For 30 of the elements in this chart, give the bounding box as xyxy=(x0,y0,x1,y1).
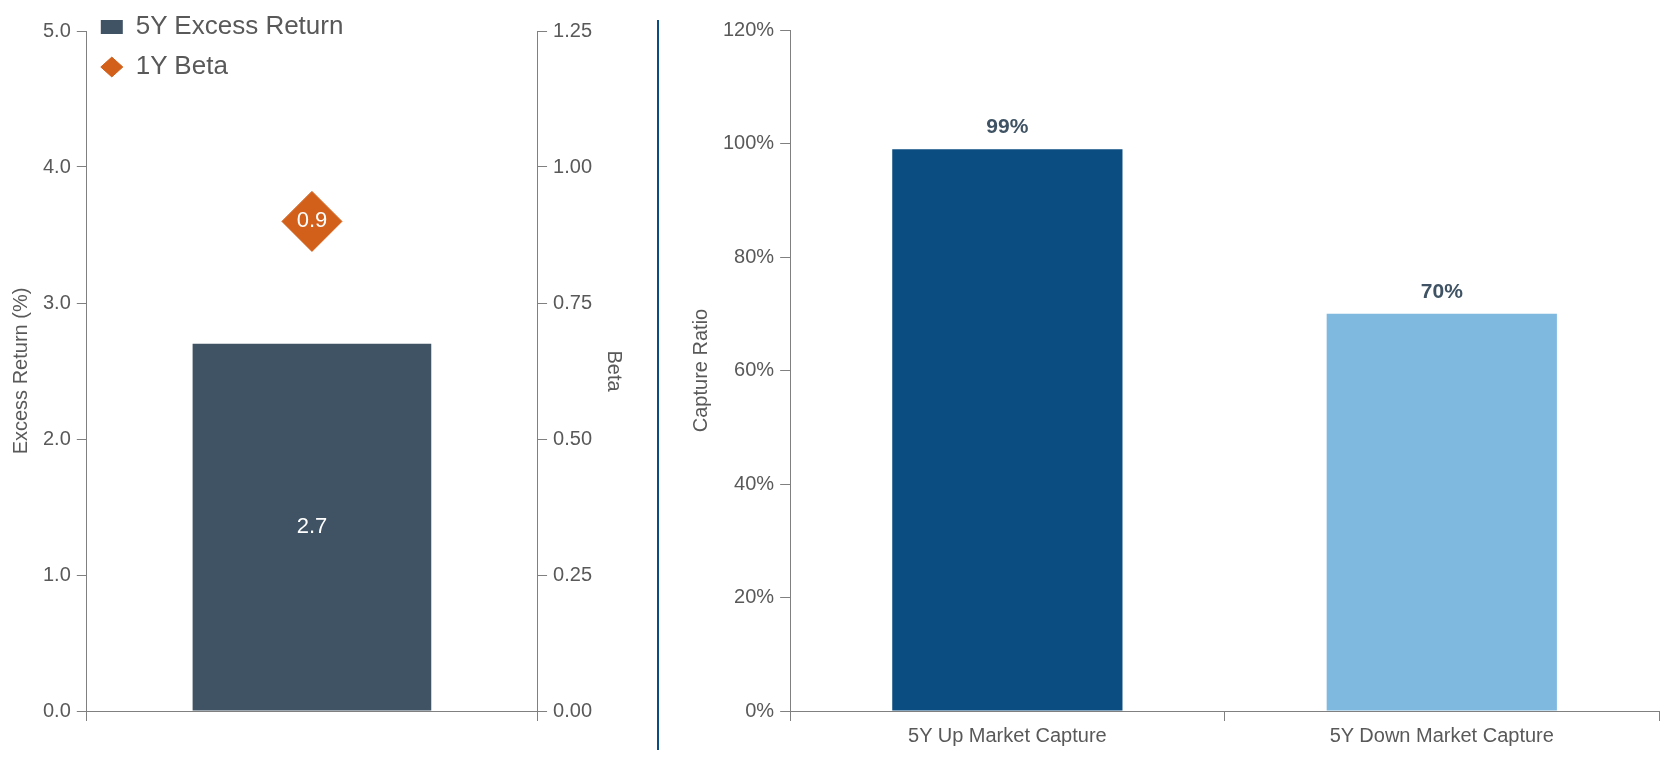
y2-tick-label: 1.00 xyxy=(553,154,593,177)
y2-tick-label: 1.25 xyxy=(553,18,593,41)
y-tick-label: 40% xyxy=(734,471,775,494)
y-tick-label: 5.0 xyxy=(42,18,71,41)
y-tick-label: 2.0 xyxy=(42,426,71,449)
y2-tick-label: 0.75 xyxy=(553,290,593,313)
data-label: 99% xyxy=(986,113,1029,137)
y-tick-label: 80% xyxy=(734,244,775,267)
y2-tick-label: 0.50 xyxy=(553,426,593,449)
y2-tick-label: 0.25 xyxy=(553,562,593,585)
x-tick-label: 5Y Up Market Capture xyxy=(908,723,1107,746)
y-tick-label: 3.0 xyxy=(42,290,71,313)
y2-axis-title: Beta xyxy=(604,350,627,393)
data-label: 70% xyxy=(1420,278,1464,302)
data-label: 0.9 xyxy=(296,207,328,233)
y-tick-label: 1.0 xyxy=(42,562,71,585)
y-axis-title: Excess Return (%) xyxy=(8,287,31,455)
x-tick-label: 5Y Down Market Capture xyxy=(1329,723,1554,746)
y-tick-label: 0% xyxy=(745,698,775,721)
data-label: 2.7 xyxy=(296,513,328,539)
y-tick-label: 0.0 xyxy=(42,698,71,721)
legend-label: 5Y Excess Return xyxy=(135,10,344,41)
legend-label: 1Y Beta xyxy=(135,50,229,81)
y-tick-label: 60% xyxy=(734,358,775,381)
y2-tick-label: 0.00 xyxy=(553,698,593,721)
y-tick-label: 100% xyxy=(723,131,775,154)
y-tick-label: 120% xyxy=(723,17,775,40)
y-tick-label: 4.0 xyxy=(42,154,71,177)
y-axis-title: Capture Ratio xyxy=(688,308,711,433)
y-tick-label: 20% xyxy=(734,585,775,608)
